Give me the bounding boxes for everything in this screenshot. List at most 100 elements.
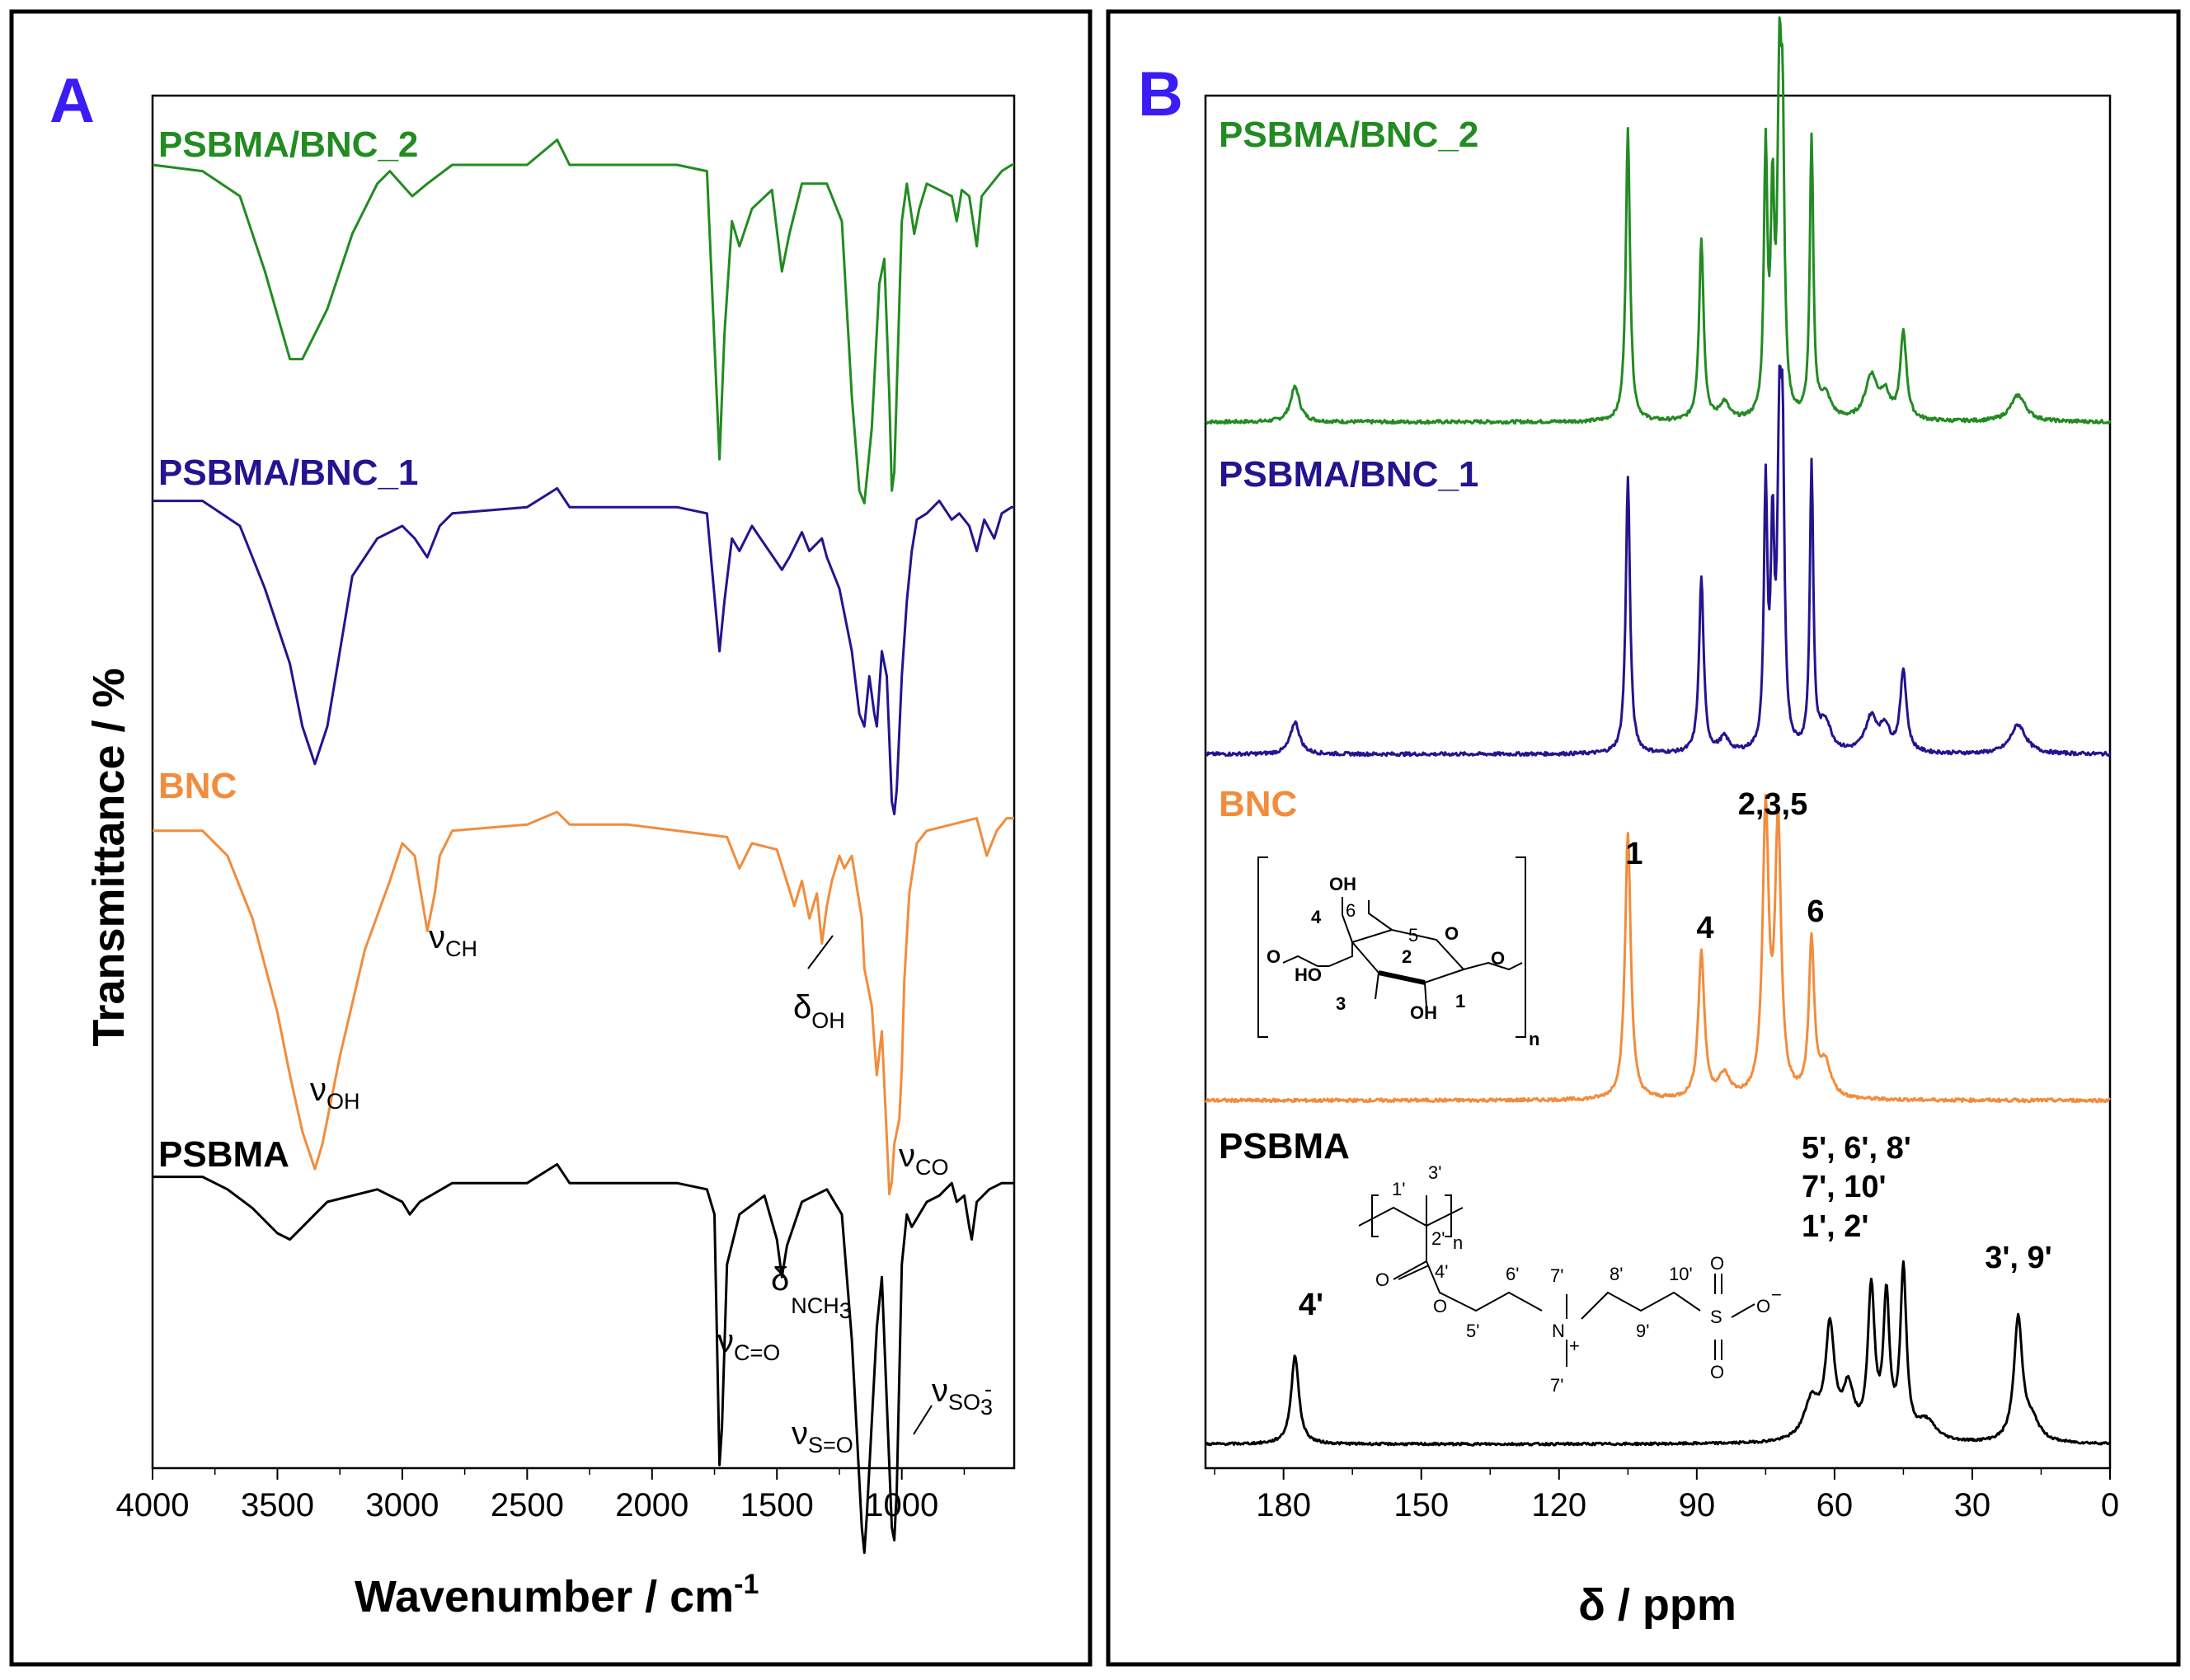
a-xtick-label-1000: 1000 xyxy=(865,1487,938,1523)
ps-n4p: 4' xyxy=(1435,1261,1448,1282)
cell-n6: 6 xyxy=(1346,900,1356,921)
ps-o-minus: O xyxy=(1756,1296,1770,1316)
cell-ho3: HO xyxy=(1295,964,1322,985)
ps-n8p: 8' xyxy=(1610,1264,1623,1284)
cell-oh2: OH xyxy=(1410,1002,1437,1023)
a-xtick-label-3000: 3000 xyxy=(365,1487,439,1523)
ps-n5p: 5' xyxy=(1466,1321,1479,1341)
ps-n3p: 3' xyxy=(1428,1162,1441,1183)
a-xtick-label-2000: 2000 xyxy=(615,1487,688,1523)
a-series-psbma-bnc-2 xyxy=(152,138,1014,504)
ps-n10p: 10' xyxy=(1669,1264,1693,1284)
cellulose-left-bracket xyxy=(1257,856,1268,1038)
ps-n2p: 2' xyxy=(1431,1228,1445,1249)
psbma-structure: 1' 3' 2' n 4' O O 5' 6' 7' N + 7' 8' 9' … xyxy=(1358,1162,1782,1396)
a-series-psbma-bnc-1 xyxy=(153,486,1014,816)
peak-label-c1: 1 xyxy=(1625,837,1642,871)
ann-nu-so3-pointer xyxy=(913,1405,933,1435)
ps-n: n xyxy=(1453,1232,1463,1253)
peak-label-p12: 1', 2' xyxy=(1802,1209,1868,1244)
a-xtick-label-4000: 4000 xyxy=(116,1487,190,1523)
panel-a-y-label: Transmittance / % xyxy=(84,668,134,1046)
ps-o-top: O xyxy=(1710,1253,1724,1274)
ps-nplus: N xyxy=(1552,1321,1565,1341)
ps-o-bot: O xyxy=(1710,1362,1724,1382)
b-xtick-label-90: 90 xyxy=(1679,1487,1716,1523)
panel-b-x-axis: 180 150 120 90 60 30 0 xyxy=(1214,1468,2119,1523)
b-xtick-label-30: 30 xyxy=(1954,1487,1991,1523)
panel-b-title: B xyxy=(1138,59,1183,129)
panel-a-x-axis: 4000 3500 3000 2500 2000 1500 1000 xyxy=(116,1468,966,1523)
panel-b-border xyxy=(1106,9,2181,1667)
a-xtick-label-2500: 2500 xyxy=(491,1487,564,1523)
b-series-psbma-bnc-2 xyxy=(1205,16,2112,425)
cell-o-ring: O xyxy=(1445,923,1459,944)
cellulose-bold-edge xyxy=(1378,970,1426,985)
ps-o-carbonyl: O xyxy=(1375,1269,1389,1290)
cellulose-right-bracket xyxy=(1516,856,1526,1038)
b-xtick-label-60: 60 xyxy=(1816,1487,1854,1523)
ps-n1p: 1' xyxy=(1392,1179,1405,1199)
ps-n9p: 9' xyxy=(1636,1321,1649,1341)
a-series-bnc xyxy=(153,810,1014,1196)
ann-nu-oh: νOH xyxy=(310,1072,360,1114)
b-xtick-label-150: 150 xyxy=(1393,1487,1449,1523)
a-label-psbma-bnc-1: PSBMA/BNC_1 xyxy=(158,453,418,493)
peak-label-c6: 6 xyxy=(1807,894,1824,929)
ps-o-ester: O xyxy=(1433,1296,1447,1316)
ann-delta-oh-pointer xyxy=(807,935,834,969)
ann-delta-nch3: δNCH3 xyxy=(771,1261,852,1323)
ps-n7p-top: 7' xyxy=(1550,1265,1563,1286)
ann-nu-ch: νCH xyxy=(429,919,477,961)
b-xtick-label-180: 180 xyxy=(1256,1487,1311,1523)
panel-b-series xyxy=(1204,16,2112,1447)
panel-a-x-label: Wavenumber / cm-1 xyxy=(355,1569,759,1621)
b-xtick-label-120: 120 xyxy=(1531,1487,1586,1523)
peak-label-c4: 4 xyxy=(1696,911,1713,946)
panel-a-border xyxy=(9,9,1093,1667)
ps-s: S xyxy=(1710,1307,1722,1327)
cell-n1: 1 xyxy=(1455,991,1465,1011)
ann-nu-ceo: νC=O xyxy=(717,1323,780,1365)
cell-n-subscript: n xyxy=(1529,1029,1539,1049)
panel-a-series xyxy=(152,138,1014,1555)
b-series-psbma xyxy=(1204,1260,2112,1447)
b-xtick-label-0: 0 xyxy=(2101,1487,2119,1523)
b-series-psbma-bnc-1 xyxy=(1205,364,2112,758)
psbma-brackets xyxy=(1371,1194,1452,1237)
cell-n5: 5 xyxy=(1408,925,1418,946)
cell-o-left: O xyxy=(1267,946,1281,967)
b-label-bnc: BNC xyxy=(1219,784,1297,824)
ann-nu-co: νCO xyxy=(899,1138,949,1180)
psbma-bonds xyxy=(1358,1195,1755,1367)
a-xtick-label-1500: 1500 xyxy=(740,1487,814,1523)
ann-delta-oh: δOH xyxy=(793,989,845,1033)
a-label-psbma-bnc-2: PSBMA/BNC_2 xyxy=(158,124,418,165)
a-series-psbma xyxy=(153,1162,1014,1555)
peak-label-p4: 4' xyxy=(1299,1288,1323,1322)
panel-b-x-label: δ / ppm xyxy=(1578,1580,1736,1630)
panel-a-title: A xyxy=(49,66,95,136)
cell-n4: 4 xyxy=(1311,907,1322,927)
b-label-psbma-bnc-1: PSBMA/BNC_1 xyxy=(1219,454,1478,495)
cellulose-structure: OH 6 4 5 O 2 HO 3 OH 1 O O n xyxy=(1257,856,1539,1049)
cell-o-right: O xyxy=(1491,948,1505,969)
a-label-psbma: PSBMA xyxy=(158,1134,289,1175)
ps-plus: + xyxy=(1569,1335,1580,1356)
peak-label-p710: 7', 10' xyxy=(1802,1170,1887,1204)
b-peak-labels: 1 4 2,3,5 6 4' 5', 6', 8' 7', 10' 1', 2'… xyxy=(1299,787,2052,1322)
b-series-bnc xyxy=(1204,793,2112,1104)
cell-oh6: OH xyxy=(1329,874,1356,894)
a-xtick-label-3500: 3500 xyxy=(241,1487,314,1523)
cellulose-bonds xyxy=(1282,897,1523,1008)
ann-nu-seo: νS=O xyxy=(792,1415,853,1457)
ann-nu-so3: νSO3- xyxy=(932,1373,993,1420)
cell-n2: 2 xyxy=(1402,946,1412,967)
a-label-bnc: BNC xyxy=(158,766,237,806)
ps-minus: − xyxy=(1771,1284,1782,1305)
ps-n6p: 6' xyxy=(1506,1264,1519,1284)
peak-label-c235: 2,3,5 xyxy=(1738,787,1808,822)
panel-a-plot-frame xyxy=(151,94,1016,1470)
panel-b-plot-frame xyxy=(1204,94,2112,1470)
